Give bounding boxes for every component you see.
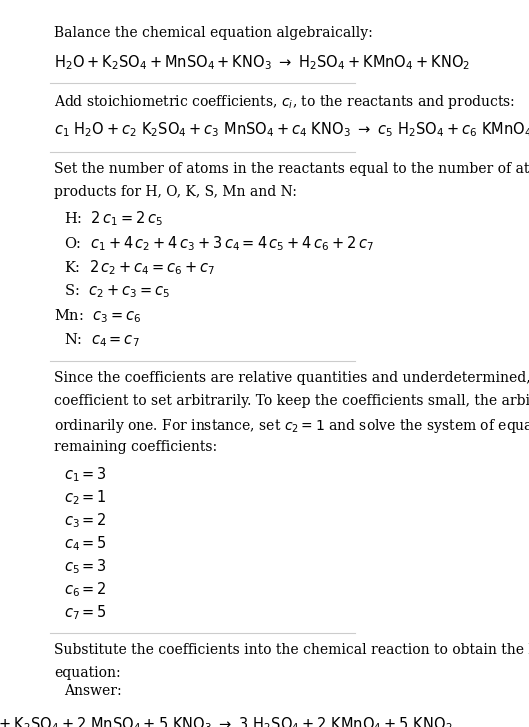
Text: Balance the chemical equation algebraically:: Balance the chemical equation algebraica… bbox=[54, 25, 373, 40]
Text: $c_2 = 1$: $c_2 = 1$ bbox=[64, 488, 106, 507]
Text: N:  $c_4 = c_7$: N: $c_4 = c_7$ bbox=[64, 332, 140, 349]
FancyBboxPatch shape bbox=[47, 669, 357, 727]
Text: products for H, O, K, S, Mn and N:: products for H, O, K, S, Mn and N: bbox=[54, 185, 297, 199]
Text: Substitute the coefficients into the chemical reaction to obtain the balanced: Substitute the coefficients into the che… bbox=[54, 643, 529, 656]
Text: $c_1\ \mathrm{H_2O} + c_2\ \mathrm{K_2SO_4} + c_3\ \mathrm{MnSO_4} + c_4\ \mathr: $c_1\ \mathrm{H_2O} + c_2\ \mathrm{K_2SO… bbox=[54, 121, 529, 140]
Text: O:  $c_1 + 4\,c_2 + 4\,c_3 + 3\,c_4 = 4\,c_5 + 4\,c_6 + 2\,c_7$: O: $c_1 + 4\,c_2 + 4\,c_3 + 3\,c_4 = 4\,… bbox=[64, 234, 373, 252]
Text: Mn:  $c_3 = c_6$: Mn: $c_3 = c_6$ bbox=[54, 307, 142, 325]
Text: Set the number of atoms in the reactants equal to the number of atoms in the: Set the number of atoms in the reactants… bbox=[54, 162, 529, 176]
Text: Add stoichiometric coefficients, $c_i$, to the reactants and products:: Add stoichiometric coefficients, $c_i$, … bbox=[54, 93, 515, 111]
Text: K:  $2\,c_2 + c_4 = c_6 + c_7$: K: $2\,c_2 + c_4 = c_6 + c_7$ bbox=[64, 258, 215, 277]
Text: $c_5 = 3$: $c_5 = 3$ bbox=[64, 557, 107, 576]
Text: equation:: equation: bbox=[54, 666, 121, 680]
Text: $\mathrm{3\ H_2O + K_2SO_4 + 2\ MnSO_4 + 5\ KNO_3 \ \rightarrow \ 3\ H_2SO_4 + 2: $\mathrm{3\ H_2O + K_2SO_4 + 2\ MnSO_4 +… bbox=[0, 715, 452, 727]
Text: $\mathrm{H_2O + K_2SO_4 + MnSO_4 + KNO_3 \ \rightarrow \ H_2SO_4 + KMnO_4 + KNO_: $\mathrm{H_2O + K_2SO_4 + MnSO_4 + KNO_3… bbox=[54, 53, 471, 72]
Text: $c_7 = 5$: $c_7 = 5$ bbox=[64, 603, 107, 622]
Text: ordinarily one. For instance, set $c_2 = 1$ and solve the system of equations fo: ordinarily one. For instance, set $c_2 =… bbox=[54, 417, 529, 435]
Text: H:  $2\,c_1 = 2\,c_5$: H: $2\,c_1 = 2\,c_5$ bbox=[64, 209, 163, 228]
Text: Answer:: Answer: bbox=[64, 683, 121, 698]
Text: Since the coefficients are relative quantities and underdetermined, choose a: Since the coefficients are relative quan… bbox=[54, 371, 529, 385]
Text: $c_4 = 5$: $c_4 = 5$ bbox=[64, 534, 107, 553]
Text: $c_3 = 2$: $c_3 = 2$ bbox=[64, 511, 106, 530]
Text: $c_1 = 3$: $c_1 = 3$ bbox=[64, 465, 107, 483]
Text: coefficient to set arbitrarily. To keep the coefficients small, the arbitrary va: coefficient to set arbitrarily. To keep … bbox=[54, 394, 529, 408]
Text: $c_6 = 2$: $c_6 = 2$ bbox=[64, 580, 106, 599]
Text: remaining coefficients:: remaining coefficients: bbox=[54, 440, 217, 454]
Text: S:  $c_2 + c_3 = c_5$: S: $c_2 + c_3 = c_5$ bbox=[64, 283, 170, 300]
